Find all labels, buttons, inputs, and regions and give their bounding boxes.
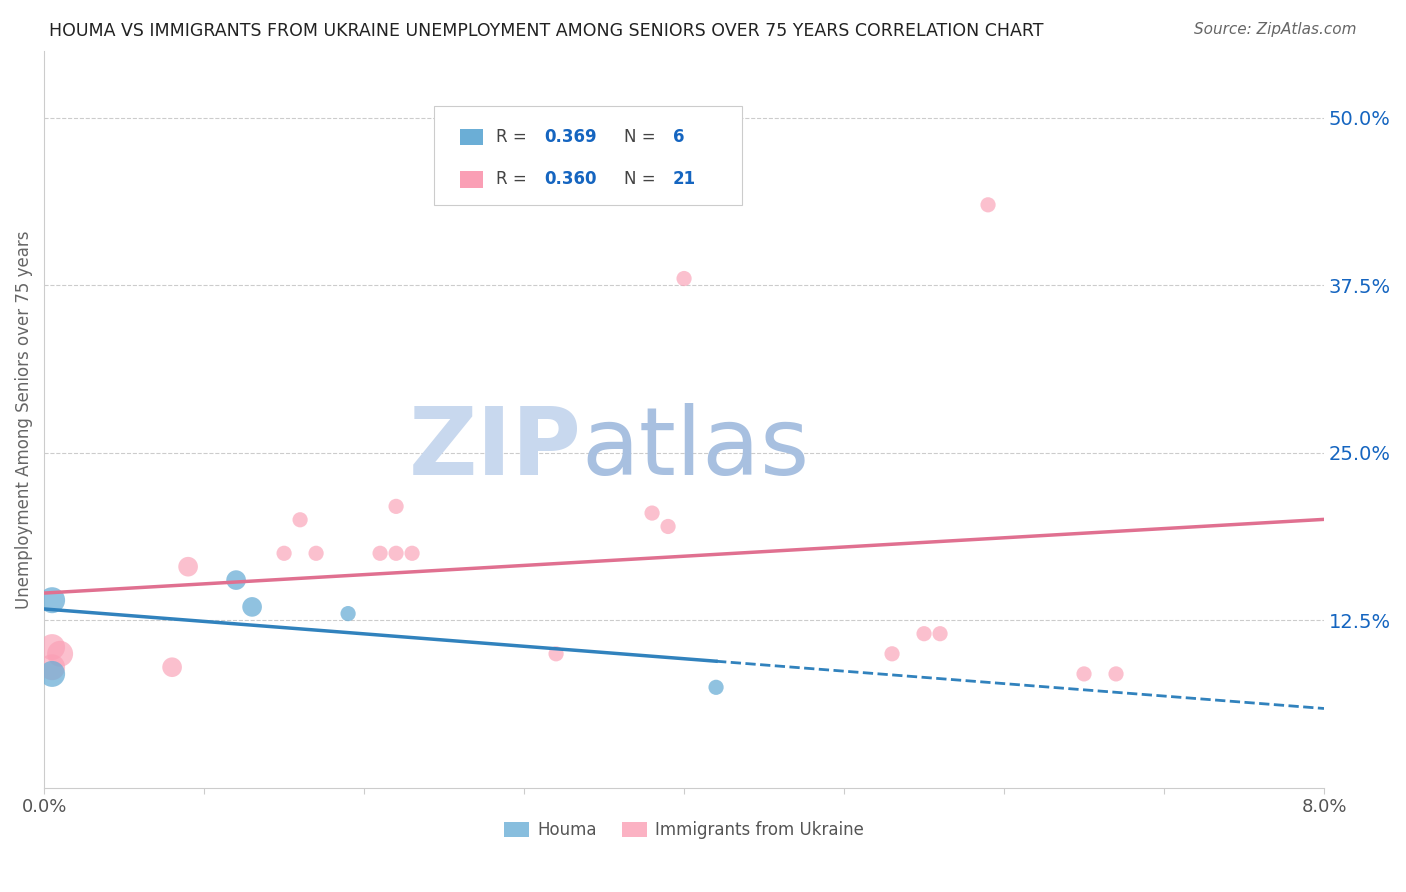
Text: 0.369: 0.369 <box>544 128 598 146</box>
Point <box>929 626 952 640</box>
Point <box>41 667 63 681</box>
Point <box>160 660 183 674</box>
Point <box>41 593 63 607</box>
Point <box>225 573 247 587</box>
Point <box>673 271 696 285</box>
Point <box>1105 667 1128 681</box>
Point <box>880 647 903 661</box>
Legend: Houma, Immigrants from Ukraine: Houma, Immigrants from Ukraine <box>498 814 870 846</box>
Point <box>368 546 391 560</box>
Point <box>240 599 263 614</box>
Point <box>704 681 727 695</box>
Point <box>385 546 408 560</box>
Point <box>544 647 567 661</box>
Point <box>41 640 63 654</box>
Point <box>288 513 311 527</box>
Point <box>977 198 1000 212</box>
Point <box>273 546 295 560</box>
Point <box>337 607 360 621</box>
Text: R =: R = <box>496 128 531 146</box>
Point <box>305 546 328 560</box>
Text: 0.360: 0.360 <box>544 170 598 188</box>
Point <box>41 660 63 674</box>
Text: atlas: atlas <box>582 403 810 495</box>
Point <box>657 519 679 533</box>
Text: 21: 21 <box>672 170 696 188</box>
Point <box>641 506 664 520</box>
Bar <box>460 171 484 187</box>
Y-axis label: Unemployment Among Seniors over 75 years: Unemployment Among Seniors over 75 years <box>15 230 32 608</box>
FancyBboxPatch shape <box>434 106 741 205</box>
Point <box>49 647 72 661</box>
Text: ZIP: ZIP <box>409 403 582 495</box>
Point <box>401 546 423 560</box>
Text: R =: R = <box>496 170 531 188</box>
Text: N =: N = <box>624 170 661 188</box>
Point <box>912 626 935 640</box>
Text: HOUMA VS IMMIGRANTS FROM UKRAINE UNEMPLOYMENT AMONG SENIORS OVER 75 YEARS CORREL: HOUMA VS IMMIGRANTS FROM UKRAINE UNEMPLO… <box>49 22 1043 40</box>
Point <box>177 559 200 574</box>
Bar <box>460 129 484 145</box>
Text: N =: N = <box>624 128 661 146</box>
Point <box>1073 667 1095 681</box>
Text: 6: 6 <box>672 128 685 146</box>
Text: Source: ZipAtlas.com: Source: ZipAtlas.com <box>1194 22 1357 37</box>
Point <box>385 500 408 514</box>
